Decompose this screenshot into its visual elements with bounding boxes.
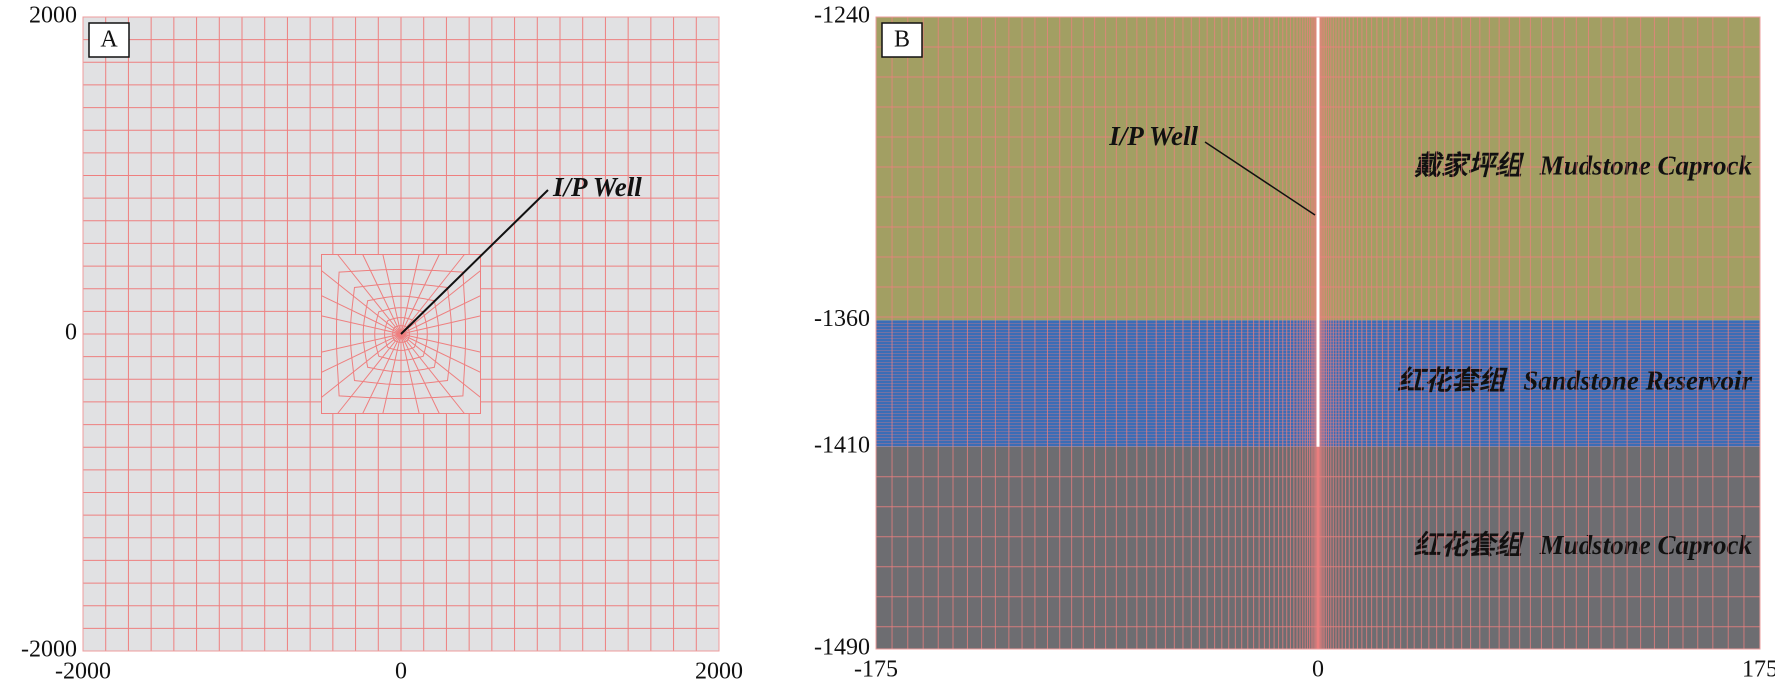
y-tick-label: -1240 bbox=[814, 3, 870, 29]
mesh-spoke bbox=[400, 333, 440, 414]
mesh-spoke bbox=[400, 333, 465, 414]
mesh-spoke bbox=[362, 333, 402, 414]
y-tick-label: -1360 bbox=[814, 306, 870, 332]
mesh-spoke bbox=[400, 270, 481, 335]
layer-label: 红花套组 Mudstone Caprock bbox=[1414, 530, 1753, 560]
panel-label: B bbox=[894, 27, 910, 53]
mesh-spoke bbox=[400, 315, 481, 335]
y-tick-label: -1410 bbox=[814, 432, 870, 458]
annotation: I/P Well bbox=[552, 172, 642, 202]
layer-name-cn: 戴家坪组 bbox=[1414, 151, 1525, 181]
mesh-spoke bbox=[321, 315, 402, 335]
mesh-spoke bbox=[400, 333, 481, 353]
frame bbox=[875, 16, 1761, 650]
mesh-spoke bbox=[400, 333, 420, 414]
mesh-spoke bbox=[321, 333, 402, 353]
layer-name: Mudstone Caprock bbox=[1539, 151, 1753, 181]
y-tick-label: 2000 bbox=[29, 3, 77, 29]
x-tick-label: 0 bbox=[1312, 657, 1324, 683]
mesh-spoke bbox=[321, 270, 402, 335]
y-tick-label: 0 bbox=[65, 320, 77, 346]
mesh-spoke bbox=[400, 254, 440, 335]
annotation-line bbox=[1204, 141, 1316, 216]
mesh-spoke bbox=[321, 295, 402, 335]
panel: I/P Well A -2000 0 2000 -2000 0 2000 bbox=[21, 3, 743, 685]
layer-label: 红花套组 Sandstone Reservoir bbox=[1397, 366, 1752, 396]
layer-name: Sandstone Reservoir bbox=[1523, 366, 1752, 396]
frame bbox=[82, 16, 720, 652]
x-tick-label: 0 bbox=[395, 659, 407, 685]
layer-name: Mudstone Caprock bbox=[1539, 530, 1753, 560]
mesh-spoke bbox=[400, 295, 481, 335]
mesh-spoke bbox=[337, 333, 402, 414]
annotation: I/P Well bbox=[1108, 121, 1198, 151]
mesh-spoke bbox=[337, 254, 402, 335]
mesh-spoke bbox=[400, 254, 420, 335]
mesh-spoke bbox=[382, 333, 402, 414]
mesh-spoke bbox=[321, 333, 402, 398]
layer-label: 戴家坪组 Mudstone Caprock bbox=[1414, 151, 1753, 181]
x-tick-label: -2000 bbox=[55, 659, 111, 685]
y-tick-label: -2000 bbox=[21, 637, 77, 663]
mesh-spoke bbox=[400, 254, 465, 335]
y-tick-label: -1490 bbox=[814, 635, 870, 661]
panel-label: A bbox=[100, 27, 118, 53]
panel-label-box bbox=[88, 22, 130, 58]
layer-name-cn: 红花套组 bbox=[1414, 530, 1525, 560]
x-tick-label: 2000 bbox=[695, 659, 743, 685]
annotation-line bbox=[400, 189, 549, 335]
x-tick-label: 175 bbox=[1742, 657, 1775, 683]
panel-label-box bbox=[881, 22, 923, 58]
mesh-spoke bbox=[362, 254, 402, 335]
mesh-spoke bbox=[400, 333, 481, 398]
mesh-spoke bbox=[400, 333, 481, 373]
x-tick-label: -175 bbox=[854, 657, 898, 683]
mesh-spoke bbox=[321, 333, 402, 373]
mesh-spoke bbox=[382, 254, 402, 335]
